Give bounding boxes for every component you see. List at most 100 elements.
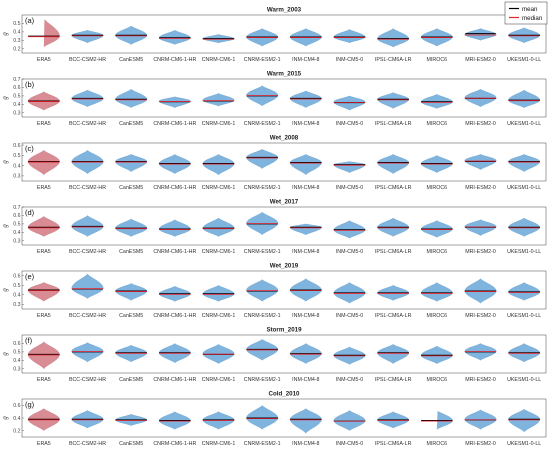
category-label: IPSL-CM6A-LR bbox=[375, 441, 412, 447]
legend-box bbox=[504, 1, 548, 25]
category-label: CNRM-CM6-1-HR bbox=[153, 185, 196, 191]
category-label: CNRM-CM6-1 bbox=[202, 57, 236, 63]
category-label: CNRM-CM6-1 bbox=[202, 313, 236, 319]
panel-storm-2019: Storm_2019 0.3 0.4 0.5 0.6 g (f) ERA5 BCC-CSM2-H… bbox=[3, 327, 547, 383]
y-tick-label: 0.6 bbox=[13, 85, 20, 91]
category-label: CanESM5 bbox=[119, 57, 143, 63]
category-label: CNRM-ESM2-1 bbox=[244, 313, 281, 319]
category-label: INM-CM5-0 bbox=[336, 313, 363, 319]
violin-ukesm1-0-ll bbox=[508, 408, 540, 433]
plot-frame bbox=[21, 398, 547, 438]
violin-ukesm1-0-ll bbox=[508, 154, 541, 172]
category-label: CNRM-ESM2-1 bbox=[244, 185, 281, 191]
violin-era5 bbox=[27, 149, 60, 176]
plot-frame bbox=[21, 142, 547, 182]
category-label: CNRM-CM6-1-HR bbox=[153, 441, 196, 447]
plot-frame bbox=[21, 14, 547, 54]
panel-title: Storm_2019 bbox=[266, 327, 302, 334]
category-label: CNRM-ESM2-1 bbox=[244, 441, 281, 447]
violin-inm-cm4-8 bbox=[289, 223, 322, 236]
category-label: MRI-ESM2-0 bbox=[465, 121, 496, 127]
category-label: MIROC6 bbox=[427, 249, 448, 255]
category-label: CNRM-ESM2-1 bbox=[244, 377, 281, 383]
panel-title: Warm_2015 bbox=[267, 71, 302, 78]
violin-era5 bbox=[27, 282, 60, 302]
category-label: INM-CM4-8 bbox=[292, 121, 319, 127]
panel-wet-2017: Wet_2017 0.3 0.4 0.5 0.6 0.7 g (d) ERA5 BCC-CSM2-… bbox=[3, 199, 547, 255]
panel-title: Cold_2010 bbox=[269, 391, 301, 398]
violin-canesm5 bbox=[115, 88, 148, 108]
y-tick-label: 0.5 bbox=[13, 94, 20, 100]
category-label: INM-CM5-0 bbox=[336, 121, 363, 127]
category-label: IPSL-CM6A-LR bbox=[375, 377, 412, 383]
violin-ipsl-cm6a-lr bbox=[377, 28, 410, 48]
violin-inm-cm4-8 bbox=[289, 408, 322, 434]
y-axis-label: g bbox=[3, 160, 9, 164]
panel-label: (e) bbox=[25, 272, 35, 281]
category-label: ERA5 bbox=[37, 121, 51, 127]
y-tick-label: 0.5 bbox=[13, 222, 20, 228]
y-tick-label: 0.4 bbox=[13, 293, 20, 299]
category-label: BCC-CSM2-HR bbox=[69, 377, 106, 383]
category-label: MIROC6 bbox=[427, 185, 448, 191]
violin-cnrm-cm6-1 bbox=[202, 93, 235, 107]
violin-mri-esm2-0 bbox=[464, 28, 497, 41]
y-tick-label: 0.5 bbox=[13, 153, 20, 159]
y-axis-label: g bbox=[3, 416, 9, 420]
category-label: MRI-ESM2-0 bbox=[465, 185, 496, 191]
category-label: INM-CM4-8 bbox=[292, 185, 319, 191]
panel-warm-2003: Warm_2003 0.2 0.3 0.4 0.5 g (a) ERA5 BCC-CSM2-HR… bbox=[3, 7, 547, 63]
category-label: MRI-ESM2-0 bbox=[465, 377, 496, 383]
category-label: BCC-CSM2-HR bbox=[69, 57, 106, 63]
category-label: CNRM-ESM2-1 bbox=[244, 249, 281, 255]
category-label: ERA5 bbox=[37, 377, 51, 383]
violin-inm-cm5-0 bbox=[333, 29, 366, 44]
plot-frame bbox=[21, 78, 547, 118]
plot-frame bbox=[21, 206, 547, 246]
y-axis-label: g bbox=[3, 224, 9, 228]
y-tick-label: 0.4 bbox=[13, 163, 20, 169]
category-label: BCC-CSM2-HR bbox=[69, 121, 106, 127]
violin-inm-cm5-0 bbox=[333, 410, 366, 431]
category-label: CanESM5 bbox=[119, 441, 143, 447]
category-label: IPSL-CM6A-LR bbox=[375, 121, 412, 127]
category-label: CanESM5 bbox=[119, 249, 143, 255]
category-label: IPSL-CM6A-LR bbox=[375, 249, 412, 255]
legend-median-label: median bbox=[522, 15, 543, 22]
category-label: CanESM5 bbox=[119, 377, 143, 383]
category-label: CNRM-CM6-1-HR bbox=[153, 249, 196, 255]
category-label: CanESM5 bbox=[119, 185, 143, 191]
y-axis-label: g bbox=[3, 96, 9, 100]
category-label: UKESM1-0-LL bbox=[507, 313, 541, 319]
category-label: CNRM-CM6-1 bbox=[202, 377, 236, 383]
category-label: CNRM-CM6-1 bbox=[202, 121, 236, 127]
category-label: CNRM-CM6-1-HR bbox=[153, 313, 196, 319]
y-tick-label: 0.3 bbox=[13, 111, 20, 117]
violin-bcc-csm2-hr bbox=[71, 30, 104, 44]
violin-canesm5 bbox=[115, 154, 148, 172]
violin-mri-esm2-0 bbox=[464, 154, 497, 170]
violin-cnrm-esm2-1 bbox=[246, 148, 279, 169]
y-tick-label: 0.2 bbox=[13, 47, 20, 53]
category-label: ERA5 bbox=[37, 313, 51, 319]
panel-warm-2015: Warm_2015 0.3 0.4 0.5 0.6 0.7 g (b) ERA5 BCC-CSM2… bbox=[3, 71, 547, 127]
panel-wet-2008: Wet_2008 0.3 0.4 0.5 0.6 g (c) ERA5 BCC-CSM2-HR C… bbox=[3, 135, 547, 191]
category-label: CNRM-CM6-1-HR bbox=[153, 57, 196, 63]
category-label: ERA5 bbox=[37, 249, 51, 255]
category-label: BCC-CSM2-HR bbox=[69, 185, 106, 191]
category-label: INM-CM5-0 bbox=[336, 185, 363, 191]
y-tick-label: 0.4 bbox=[13, 30, 20, 36]
panel-label: (b) bbox=[25, 80, 35, 89]
y-tick-label: 0.6 bbox=[13, 403, 20, 409]
category-label: MIROC6 bbox=[427, 121, 448, 127]
violin-inm-cm4-8 bbox=[289, 154, 322, 176]
panel-label: (a) bbox=[25, 16, 35, 25]
category-label: CanESM5 bbox=[119, 121, 143, 127]
category-label: UKESM1-0-LL bbox=[507, 57, 541, 63]
category-label: CanESM5 bbox=[119, 313, 143, 319]
category-label: MIROC6 bbox=[427, 441, 448, 447]
panel-label: (f) bbox=[25, 336, 33, 345]
category-label: MIROC6 bbox=[427, 313, 448, 319]
y-tick-label: 0.4 bbox=[13, 230, 20, 236]
